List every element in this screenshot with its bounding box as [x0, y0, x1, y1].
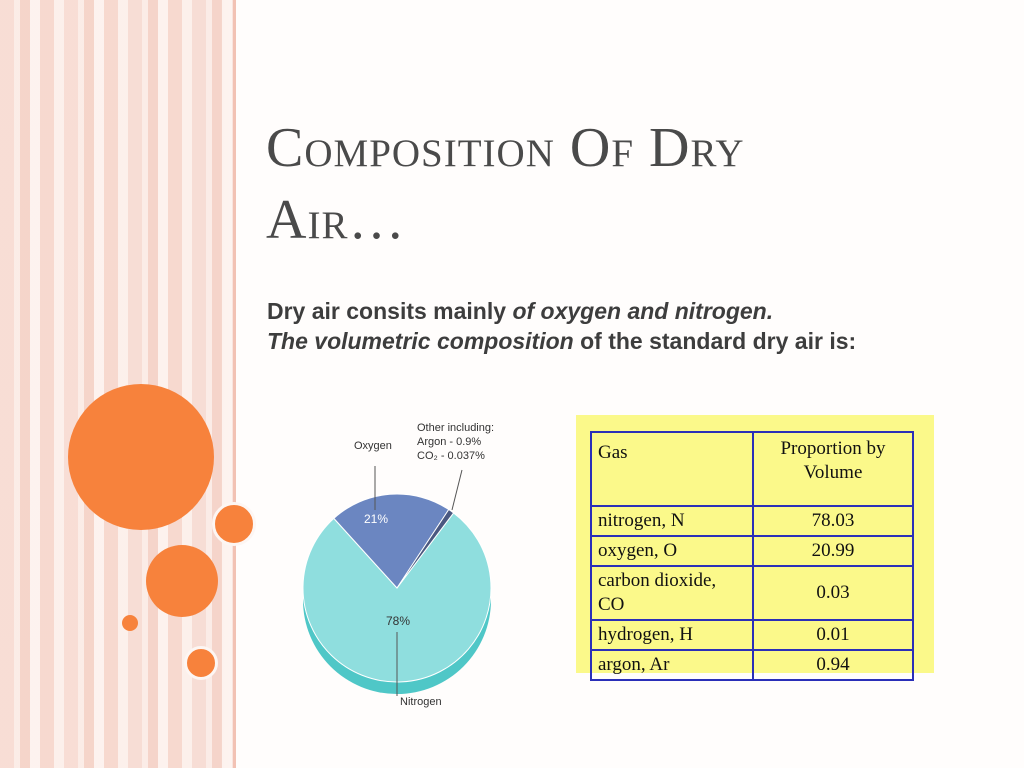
other-label-line2: Argon - 0.9% — [417, 436, 482, 448]
oxygen-pct-label: 21% — [364, 512, 389, 526]
intro-text: Dry air consits mainly — [267, 298, 513, 324]
table-header-row: Gas Proportion by Volume — [590, 431, 914, 507]
other-label-line3: CO₂ - 0.037% — [417, 450, 485, 462]
table-row: nitrogen, N 78.03 — [590, 505, 914, 537]
gas-table-panel: Gas Proportion by Volume nitrogen, N 78.… — [576, 415, 934, 681]
table-row: oxygen, O 20.99 — [590, 535, 914, 567]
gas-value: 20.99 — [752, 535, 914, 567]
composition-pie-chart: Oxygen Other including: Argon - 0.9% CO₂… — [292, 418, 542, 718]
pie-slice-other — [396, 508, 455, 589]
gas-name: argon, Ar — [590, 649, 754, 681]
header-proportion-line1: Proportion by — [780, 438, 886, 459]
gas-name: nitrogen, N — [590, 505, 754, 537]
title-text: ir… — [307, 189, 406, 251]
intro-paragraph: Dry air consits mainly of oxygen and nit… — [267, 296, 947, 356]
title-letter: O — [569, 117, 612, 179]
table-row: hydrogen, H 0.01 — [590, 619, 914, 651]
decor-circle-small-2 — [184, 646, 218, 680]
slide-title: Composition Of Dry Air… — [266, 112, 966, 256]
gas-value: 78.03 — [752, 505, 914, 537]
gas-value: 0.01 — [752, 619, 914, 651]
header-proportion: Proportion by Volume — [752, 431, 914, 507]
decor-circle-tiny — [122, 615, 138, 631]
pie-slice-oxygen — [333, 493, 450, 589]
intro-text: of the standard dry air is: — [573, 328, 857, 354]
intro-emphasis: of oxygen and nitrogen. — [512, 298, 774, 324]
pie-chart-svg — [302, 466, 492, 696]
pie-slice-nitrogen — [302, 512, 492, 683]
decor-circle-medium — [146, 545, 218, 617]
gas-name: carbon dioxide, CO — [590, 565, 754, 621]
intro-emphasis: The volumetric composition — [267, 328, 574, 354]
nitrogen-label: Nitrogen — [400, 696, 442, 708]
gas-table: Gas Proportion by Volume nitrogen, N 78.… — [590, 431, 914, 681]
gas-name: hydrogen, H — [590, 619, 754, 651]
gas-value: 0.94 — [752, 649, 914, 681]
other-label-line1: Other including: — [417, 422, 495, 434]
decor-circle-small-1 — [212, 502, 256, 546]
table-row: carbon dioxide, CO 0.03 — [590, 565, 914, 621]
decor-circle-large — [68, 384, 214, 530]
gas-value: 0.03 — [752, 565, 914, 621]
header-proportion-line2: Volume — [803, 462, 863, 483]
oxygen-label: Oxygen — [354, 440, 392, 452]
gas-name: oxygen, O — [590, 535, 754, 567]
title-text: ry — [690, 117, 745, 179]
other-leader-line — [451, 469, 463, 511]
title-text: f — [611, 117, 635, 179]
title-letter: A — [266, 189, 308, 251]
title-text: omposition — [304, 117, 555, 179]
title-letter: D — [649, 117, 691, 179]
nitrogen-pct-label: 78% — [386, 614, 411, 628]
table-row: argon, Ar 0.94 — [590, 649, 914, 681]
title-letter: C — [266, 117, 305, 179]
header-gas: Gas — [590, 431, 754, 507]
